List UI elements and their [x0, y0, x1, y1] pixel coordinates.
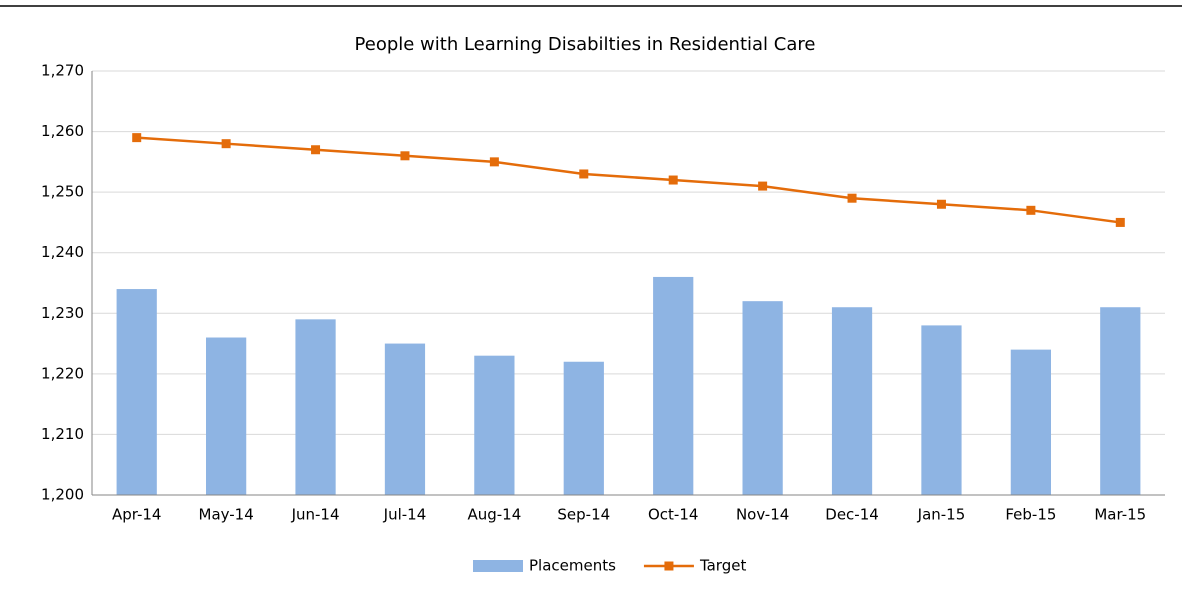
marker: [1026, 205, 1036, 215]
bar: [653, 276, 694, 495]
x-tick-label: Oct-14: [648, 506, 698, 524]
bar: [116, 289, 157, 495]
legend-swatch: [473, 560, 523, 572]
x-tick-label: Jun-14: [291, 506, 340, 524]
x-tick-label: May-14: [199, 506, 254, 524]
marker: [400, 151, 410, 161]
bar: [206, 337, 247, 495]
y-tick-label: 1,270: [41, 62, 84, 80]
marker: [579, 169, 589, 179]
legend-swatch: [664, 561, 674, 571]
x-tick-label: Nov-14: [736, 506, 789, 524]
marker: [1115, 217, 1125, 227]
legend-label: Placements: [529, 557, 616, 575]
x-tick-label: Dec-14: [825, 506, 879, 524]
marker: [311, 145, 321, 155]
y-tick-label: 1,210: [41, 425, 84, 443]
y-tick-label: 1,230: [41, 304, 84, 322]
bar: [1010, 349, 1051, 495]
marker: [936, 199, 946, 209]
bar: [295, 319, 336, 495]
bar: [384, 343, 426, 495]
y-tick-label: 1,220: [41, 364, 84, 382]
bar: [563, 361, 604, 495]
bar: [742, 301, 783, 495]
bar: [474, 355, 515, 495]
line: [136, 136, 1121, 224]
x-tick-label: Jan-15: [917, 506, 966, 524]
marker: [132, 133, 142, 143]
x-tick-label: Feb-15: [1005, 506, 1056, 524]
x-tick-label: Mar-15: [1094, 506, 1146, 524]
marker: [847, 193, 857, 203]
x-tick-label: Sep-14: [557, 506, 610, 524]
marker: [489, 157, 499, 167]
marker: [758, 181, 768, 191]
y-tick-label: 1,250: [41, 183, 84, 201]
x-tick-label: Aug-14: [467, 506, 521, 524]
marker: [668, 175, 678, 185]
y-tick-label: 1,200: [41, 486, 84, 504]
legend-label: Target: [699, 557, 747, 575]
x-tick-label: Apr-14: [112, 506, 162, 524]
bar: [831, 307, 873, 495]
y-tick-label: 1,260: [41, 122, 84, 140]
chart-title: People with Learning Disabilties in Resi…: [355, 34, 816, 55]
bar: [921, 325, 962, 495]
bar: [1100, 307, 1141, 495]
marker: [221, 139, 231, 149]
y-tick-label: 1,240: [41, 243, 84, 261]
x-tick-label: Jul-14: [383, 506, 427, 524]
